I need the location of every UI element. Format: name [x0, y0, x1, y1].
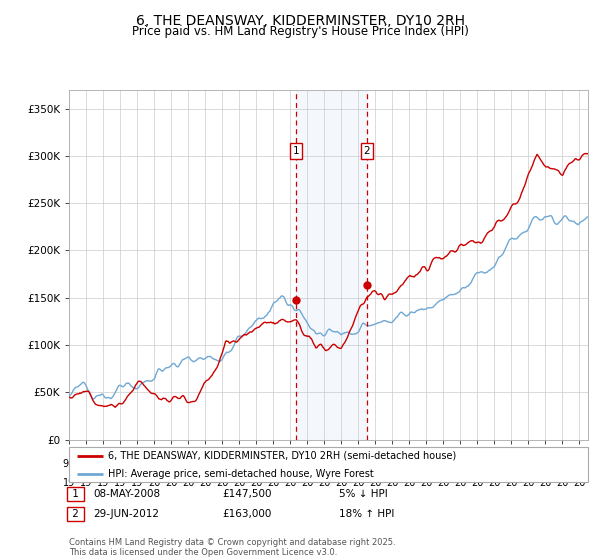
Text: 16: 16: [420, 459, 433, 469]
Text: 5% ↓ HPI: 5% ↓ HPI: [339, 489, 388, 499]
Text: 08-MAY-2008: 08-MAY-2008: [93, 489, 160, 499]
Text: 04: 04: [216, 459, 228, 469]
Text: 20: 20: [471, 478, 484, 488]
Text: 20: 20: [199, 478, 211, 488]
Text: 20: 20: [301, 478, 313, 488]
Text: 20: 20: [454, 478, 467, 488]
Text: Price paid vs. HM Land Registry's House Price Index (HPI): Price paid vs. HM Land Registry's House …: [131, 25, 469, 38]
Text: 6, THE DEANSWAY, KIDDERMINSTER, DY10 2RH (semi-detached house): 6, THE DEANSWAY, KIDDERMINSTER, DY10 2RH…: [108, 451, 456, 460]
Text: 1: 1: [69, 489, 82, 499]
Text: 20: 20: [284, 478, 296, 488]
Text: 09: 09: [301, 459, 313, 469]
Text: 97: 97: [97, 459, 109, 469]
Text: 20: 20: [488, 478, 500, 488]
Text: 19: 19: [471, 459, 484, 469]
Text: 08: 08: [284, 459, 296, 469]
Text: 23: 23: [539, 459, 551, 469]
Text: 20: 20: [233, 478, 245, 488]
Text: 20: 20: [148, 478, 160, 488]
Text: 20: 20: [403, 478, 416, 488]
Text: £163,000: £163,000: [222, 509, 271, 519]
Text: 21: 21: [505, 459, 518, 469]
Text: 20: 20: [556, 478, 569, 488]
Text: 13: 13: [369, 459, 382, 469]
Text: 99: 99: [131, 459, 143, 469]
Text: 20: 20: [182, 478, 194, 488]
Text: 20: 20: [165, 478, 177, 488]
Text: 20: 20: [335, 478, 347, 488]
Text: 20: 20: [352, 478, 364, 488]
Text: 20: 20: [267, 478, 280, 488]
Text: 2: 2: [69, 509, 82, 519]
Text: 20: 20: [369, 478, 382, 488]
Text: Contains HM Land Registry data © Crown copyright and database right 2025.
This d: Contains HM Land Registry data © Crown c…: [69, 538, 395, 557]
Text: 29-JUN-2012: 29-JUN-2012: [93, 509, 159, 519]
Text: 20: 20: [505, 478, 518, 488]
Text: 12: 12: [352, 459, 364, 469]
Text: 24: 24: [556, 459, 569, 469]
Text: 96: 96: [80, 459, 92, 469]
Text: 95: 95: [63, 459, 75, 469]
Text: HPI: Average price, semi-detached house, Wyre Forest: HPI: Average price, semi-detached house,…: [108, 469, 374, 479]
Text: 15: 15: [403, 459, 416, 469]
Text: 14: 14: [386, 459, 398, 469]
Text: 20: 20: [437, 478, 449, 488]
Text: 07: 07: [267, 459, 280, 469]
Text: 98: 98: [114, 459, 126, 469]
Text: 19: 19: [97, 478, 109, 488]
Text: 19: 19: [131, 478, 143, 488]
Text: 20: 20: [539, 478, 551, 488]
Text: 17: 17: [437, 459, 449, 469]
Text: 2: 2: [364, 146, 370, 156]
Text: 1: 1: [293, 146, 299, 156]
Text: 19: 19: [114, 478, 126, 488]
Text: 18: 18: [454, 459, 467, 469]
Text: 10: 10: [318, 459, 331, 469]
Text: 20: 20: [574, 478, 586, 488]
Text: 6, THE DEANSWAY, KIDDERMINSTER, DY10 2RH: 6, THE DEANSWAY, KIDDERMINSTER, DY10 2RH: [136, 14, 464, 28]
Text: 02: 02: [182, 459, 194, 469]
Text: 20: 20: [216, 478, 229, 488]
Text: 20: 20: [318, 478, 331, 488]
Text: 05: 05: [233, 459, 245, 469]
Text: 20: 20: [488, 459, 500, 469]
FancyBboxPatch shape: [69, 447, 588, 482]
Text: 11: 11: [335, 459, 347, 469]
Text: 25: 25: [573, 459, 586, 469]
Text: 01: 01: [165, 459, 177, 469]
Text: 19: 19: [63, 478, 75, 488]
Text: 19: 19: [80, 478, 92, 488]
Text: 20: 20: [420, 478, 433, 488]
Text: 20: 20: [386, 478, 398, 488]
Text: 06: 06: [250, 459, 262, 469]
Text: 00: 00: [148, 459, 160, 469]
Text: 20: 20: [522, 478, 535, 488]
Text: 20: 20: [250, 478, 262, 488]
Text: £147,500: £147,500: [222, 489, 271, 499]
Bar: [296, 90, 367, 440]
Text: 03: 03: [199, 459, 211, 469]
Text: 18% ↑ HPI: 18% ↑ HPI: [339, 509, 394, 519]
Text: 22: 22: [522, 459, 535, 469]
